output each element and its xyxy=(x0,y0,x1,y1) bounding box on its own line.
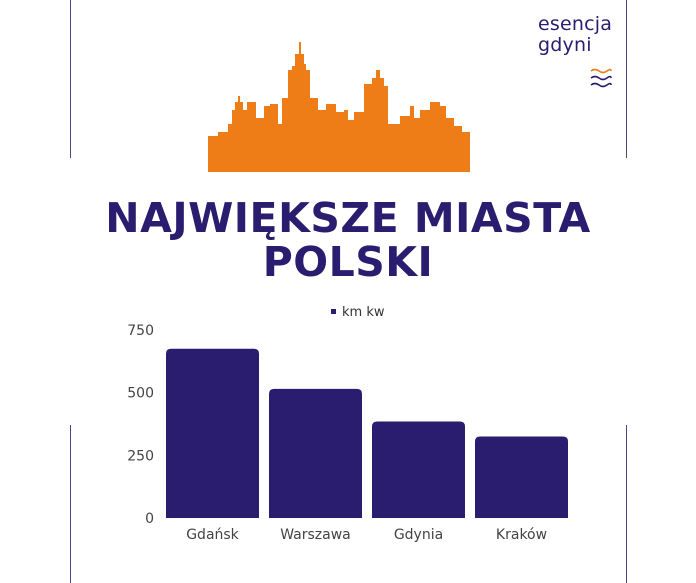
frame-line-bottom-left xyxy=(70,425,71,583)
bar xyxy=(269,388,362,518)
chart-title: NAJWIĘKSZE MIASTA POLSKI xyxy=(0,196,696,284)
y-tick-label: 0 xyxy=(145,511,154,527)
frame-line-top-left xyxy=(70,0,71,158)
brand-line-1: esencja xyxy=(538,13,613,35)
x-category-label: Kraków xyxy=(496,527,547,543)
x-category-label: Warszawa xyxy=(280,527,351,543)
frame-line-bottom-right xyxy=(626,425,627,583)
frame-line-top-right xyxy=(626,0,627,158)
y-tick-label: 500 xyxy=(127,386,154,402)
bar xyxy=(166,348,259,518)
waves-icon xyxy=(590,68,612,88)
brand-line-2: gdyni xyxy=(538,34,592,56)
x-category-label: Gdynia xyxy=(394,527,443,543)
bar xyxy=(475,436,568,518)
y-tick-label: 750 xyxy=(127,323,154,339)
legend-label: km kw xyxy=(342,305,385,320)
legend-swatch xyxy=(331,309,336,314)
y-tick-label: 250 xyxy=(127,448,154,464)
brand-logo: esencja gdyni xyxy=(538,14,612,56)
title-line-2: POLSKI xyxy=(262,238,434,286)
title-line-1: NAJWIĘKSZE MIASTA xyxy=(105,194,591,242)
bar xyxy=(372,421,465,518)
city-skyline-icon xyxy=(208,42,470,172)
x-category-label: Gdańsk xyxy=(186,527,239,543)
